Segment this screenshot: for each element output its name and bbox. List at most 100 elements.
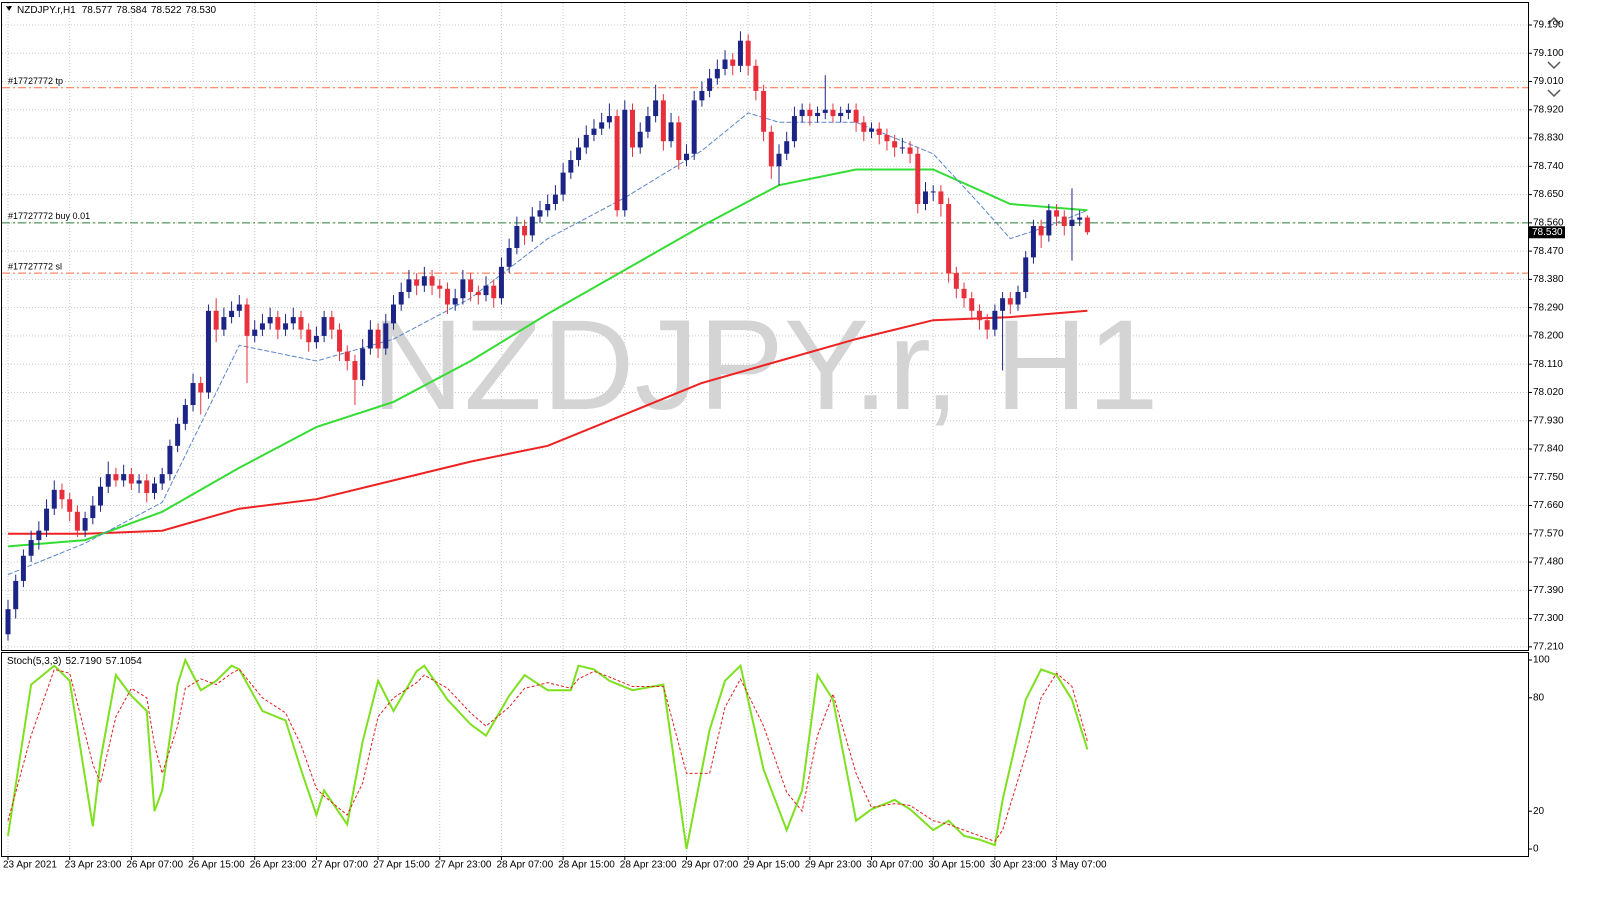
- candle-body: [745, 40, 751, 66]
- moving-average: [7, 168, 1088, 548]
- y-tick-label: 0: [1533, 844, 1539, 855]
- y-tick-label: 79.100: [1533, 48, 1564, 59]
- candle-body: [391, 304, 396, 324]
- chart-header: NZDJPY.r,H1 78.577 78.584 78.522 78.530: [17, 5, 217, 16]
- candle-body: [545, 204, 551, 211]
- candle-body: [175, 423, 181, 446]
- candle-body: [853, 109, 859, 123]
- candle-body: [252, 329, 258, 336]
- candle-body: [67, 499, 73, 512]
- candle-body: [190, 383, 196, 406]
- candle-body: [121, 474, 127, 481]
- candle-body: [599, 122, 605, 129]
- candle-body: [691, 100, 697, 154]
- moving-average: [7, 112, 1088, 576]
- candle-body: [36, 530, 42, 541]
- candle-body: [653, 100, 659, 117]
- candle-body: [637, 131, 643, 148]
- candle-body: [28, 540, 34, 556]
- candle-body: [13, 580, 19, 610]
- x-tick-label: 23 Apr 23:00: [65, 860, 122, 871]
- candle-body: [876, 128, 882, 135]
- candle-body: [59, 489, 65, 500]
- x-tick-label: 27 Apr 15:00: [373, 860, 430, 871]
- candle-body: [922, 191, 928, 205]
- x-tick-label: 3 May 07:00: [1052, 860, 1107, 871]
- candle-body: [976, 310, 982, 321]
- candle-body: [969, 298, 975, 311]
- candle-body: [5, 609, 11, 635]
- y-tick-label: 78.920: [1533, 104, 1564, 115]
- candle-body: [506, 247, 512, 267]
- candle-body: [537, 210, 543, 217]
- candle-body: [344, 351, 350, 362]
- candle-body: [668, 122, 674, 142]
- candle-body: [229, 310, 235, 318]
- y-tick-label: 77.210: [1533, 641, 1564, 652]
- order-label: #17727772 sl: [8, 261, 62, 271]
- order-label: #17727772 tp: [8, 76, 63, 86]
- scroll-icons[interactable]: [1547, 16, 1561, 98]
- order-label: #17727772 buy 0.01: [8, 211, 90, 221]
- candle-body: [290, 317, 296, 324]
- candle-body: [337, 329, 343, 352]
- price-tag: [1529, 226, 1565, 239]
- x-tick-label: 29 Apr 23:00: [805, 860, 862, 871]
- candle-body: [761, 90, 767, 132]
- candle-body: [491, 285, 497, 299]
- x-tick-label: 28 Apr 07:00: [496, 860, 553, 871]
- y-tick-label: 77.390: [1533, 585, 1564, 596]
- candle-body: [861, 122, 867, 132]
- candle-body: [869, 128, 875, 132]
- candle-body: [460, 279, 466, 299]
- candle-body: [1038, 225, 1044, 236]
- candle-body: [321, 317, 327, 336]
- candle-body: [136, 480, 142, 484]
- candle-body: [529, 216, 535, 236]
- candle-body: [776, 153, 782, 167]
- price-panel-frame: [1, 2, 1529, 651]
- candle-body: [267, 317, 273, 324]
- candle-body: [444, 288, 450, 305]
- candle-body: [799, 109, 805, 117]
- candle-body: [498, 266, 504, 299]
- candle-body: [568, 160, 574, 173]
- candle-body: [946, 204, 952, 274]
- candle-body: [984, 320, 990, 330]
- candle-body: [1030, 225, 1036, 258]
- y-tick-label: 20: [1533, 806, 1545, 817]
- candle-body: [699, 90, 705, 101]
- candle-body: [522, 225, 528, 236]
- candle-body: [722, 59, 728, 69]
- low: 78.522: [151, 5, 182, 16]
- candle-body: [167, 445, 173, 475]
- candle-body: [753, 65, 759, 91]
- y-tick-label: 77.930: [1533, 415, 1564, 426]
- open: 78.577: [82, 5, 113, 16]
- candle-body: [1046, 210, 1052, 236]
- y-tick-label: 78.380: [1533, 274, 1564, 285]
- candle-body: [198, 383, 204, 393]
- x-tick-label: 29 Apr 15:00: [743, 860, 800, 871]
- x-tick-label: 28 Apr 15:00: [558, 860, 615, 871]
- x-tick-label: 27 Apr 23:00: [435, 860, 492, 871]
- y-tick-label: 78.470: [1533, 246, 1564, 257]
- y-tick-label: 80: [1533, 692, 1545, 703]
- candle-body: [514, 225, 520, 248]
- candle-body: [298, 317, 304, 330]
- candle-body: [784, 141, 790, 154]
- x-tick-label: 30 Apr 07:00: [867, 860, 924, 871]
- candle-body: [128, 474, 134, 484]
- stoch-label-part: 52.7190: [65, 656, 102, 667]
- candle-body: [938, 191, 944, 205]
- menu-arrow[interactable]: [6, 6, 12, 11]
- y-tick-label: 78.290: [1533, 302, 1564, 313]
- x-tick-label: 28 Apr 23:00: [620, 860, 677, 871]
- candle-body: [660, 100, 666, 142]
- candle-body: [259, 323, 265, 330]
- y-tick-label: 77.480: [1533, 557, 1564, 568]
- y-tick-label: 78.560: [1533, 217, 1564, 228]
- candle-body: [306, 329, 312, 343]
- candle-body: [707, 78, 713, 91]
- candle-body: [90, 505, 96, 519]
